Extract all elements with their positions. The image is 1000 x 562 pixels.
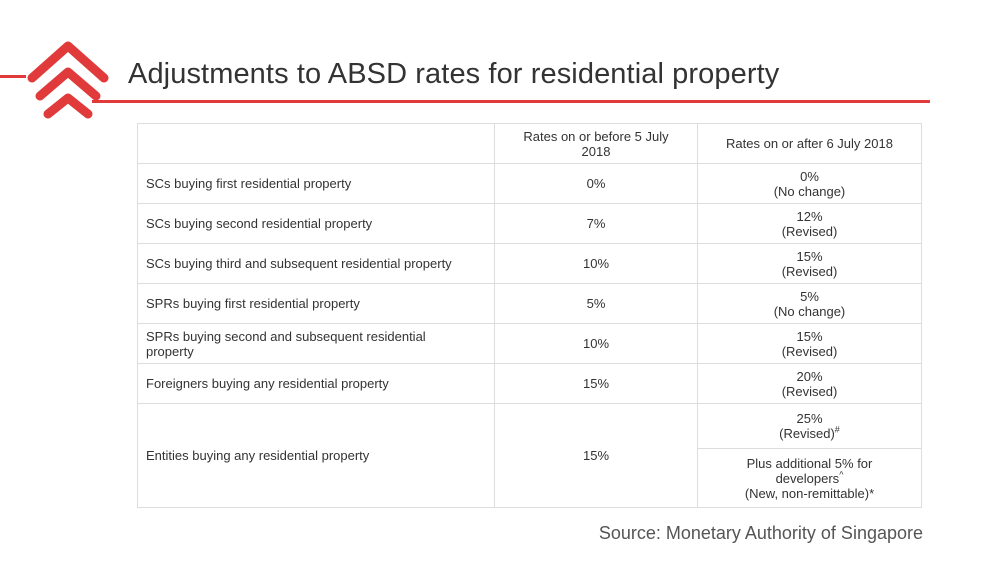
table-row: Foreigners buying any residential proper…: [137, 363, 922, 404]
row-after-rate: 0% (No change): [697, 163, 922, 204]
table-row: SPRs buying second and subsequent reside…: [137, 323, 922, 364]
row-category: SPRs buying second and subsequent reside…: [137, 323, 495, 364]
row-before-rate: 0%: [494, 163, 698, 204]
row-category: SCs buying first residential property: [137, 163, 495, 204]
header-before: Rates on or before 5 July 2018: [494, 123, 698, 164]
table-header-row: Rates on or before 5 July 2018 Rates on …: [137, 123, 922, 164]
row-before-rate: 5%: [494, 283, 698, 324]
header-after: Rates on or after 6 July 2018: [697, 123, 922, 164]
row-before-rate: 10%: [494, 243, 698, 284]
row-category: Foreigners buying any residential proper…: [137, 363, 495, 404]
entities-revised-rate: 25% (Revised)#: [698, 404, 921, 449]
entities-developer-surcharge: Plus additional 5% for developers^ (New,…: [744, 455, 875, 501]
source-caption: Source: Monetary Authority of Singapore: [598, 523, 923, 543]
row-after-rate: 20% (Revised): [697, 363, 922, 404]
header-category: [137, 123, 495, 164]
logo-icon: [27, 41, 109, 119]
row-before-rate: 7%: [494, 203, 698, 244]
row-after-rate: 15% (Revised): [697, 243, 922, 284]
row-category: SCs buying third and subsequent resident…: [137, 243, 495, 284]
row-before-rate: 10%: [494, 323, 698, 364]
table-row: SPRs buying first residential property 5…: [137, 283, 922, 324]
row-after-rate: 12% (Revised): [697, 203, 922, 244]
row-category: SCs buying second residential property: [137, 203, 495, 244]
row-before-rate: 15%: [494, 363, 698, 404]
title-rule: [92, 100, 930, 103]
table-row: SCs buying third and subsequent resident…: [137, 243, 922, 284]
page-title: Adjustments to ABSD rates for residentia…: [128, 58, 780, 90]
absd-rates-table: Rates on or before 5 July 2018 Rates on …: [137, 123, 922, 508]
row-category: SPRs buying first residential property: [137, 283, 495, 324]
table-row: SCs buying first residential property 0%…: [137, 163, 922, 204]
row-after-rate: 5% (No change): [697, 283, 922, 324]
title-rule-left: [0, 75, 26, 78]
row-before-rate: 15%: [494, 403, 698, 508]
row-category: Entities buying any residential property: [137, 403, 495, 508]
row-after-rate: 15% (Revised): [697, 323, 922, 364]
row-after-rate: 25% (Revised)# Plus additional 5% for de…: [697, 403, 922, 508]
table-row: SCs buying second residential property 7…: [137, 203, 922, 244]
table-row-entities: Entities buying any residential property…: [137, 403, 922, 508]
